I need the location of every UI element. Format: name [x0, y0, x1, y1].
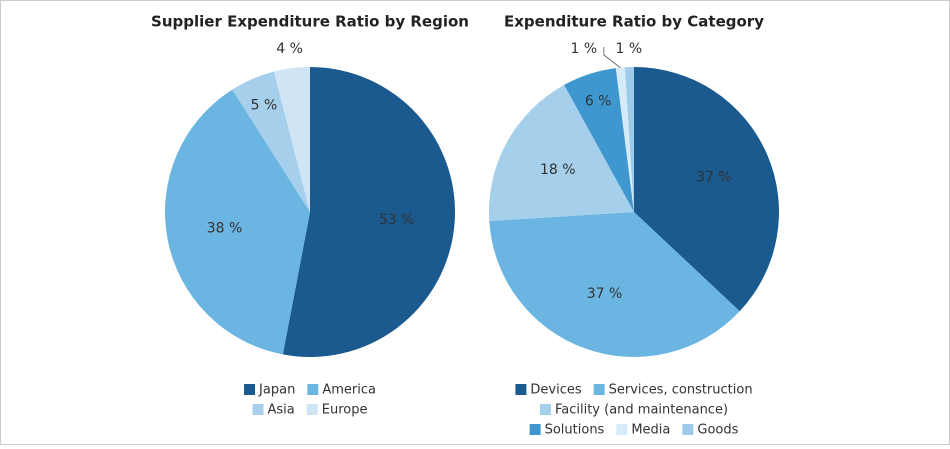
pie-slice: [164, 89, 310, 355]
pie-slice: [634, 67, 779, 312]
legend-label: Services, construction: [609, 383, 753, 398]
legend-item: Media: [616, 423, 670, 438]
data-label: 1 %: [616, 41, 643, 57]
legend-label: Devices: [530, 383, 581, 398]
legend-label: Solutions: [545, 423, 605, 438]
legend-swatch: [682, 424, 694, 435]
data-label: 37 %: [587, 286, 623, 302]
legend-swatch: [593, 384, 605, 395]
legend-item: America: [307, 383, 376, 398]
legend-label: America: [322, 383, 376, 398]
data-label: 18 %: [540, 162, 576, 178]
leader-line: [603, 47, 621, 68]
pie-slice: [564, 68, 634, 212]
data-label: 38 %: [207, 220, 243, 236]
chart-title: Supplier Expenditure Ratio by Region: [151, 13, 469, 31]
chart-title: Expenditure Ratio by Category: [504, 13, 764, 31]
pie-slice: [273, 67, 310, 212]
legend-swatch: [539, 404, 551, 415]
legend-item: Facility (and maintenance): [539, 403, 728, 418]
data-label: 4 %: [276, 41, 303, 57]
data-label: 37 %: [696, 169, 732, 185]
legend-swatch: [307, 384, 319, 395]
legend-label: Asia: [268, 403, 295, 418]
legend-item: Asia: [252, 403, 295, 418]
legend-label: Goods: [697, 423, 738, 438]
data-label: 5 %: [251, 98, 278, 114]
legend-item: Europe: [306, 403, 368, 418]
pie-slice: [282, 67, 456, 357]
legend-swatch: [616, 424, 628, 435]
legend-item: Goods: [682, 423, 739, 438]
legend-label: Japan: [258, 383, 295, 398]
pie-slice: [489, 84, 634, 222]
legend-label: Facility (and maintenance): [555, 403, 728, 418]
data-label: 6 %: [585, 94, 612, 110]
data-label: 53 %: [379, 212, 415, 228]
pie-slice: [624, 67, 634, 212]
legend-item: Services, construction: [593, 383, 753, 398]
legend-item: Japan: [244, 383, 295, 398]
legend-swatch: [515, 384, 527, 395]
legend-swatch: [252, 404, 264, 415]
legend-swatch: [306, 404, 318, 415]
legend-label: Europe: [322, 403, 368, 418]
legend-item: Devices: [515, 383, 582, 398]
legend-label: Media: [631, 423, 670, 438]
data-label: 1 %: [571, 41, 598, 57]
legend-swatch: [244, 384, 256, 395]
legend-item: Solutions: [529, 423, 605, 438]
legend-swatch: [529, 424, 541, 435]
pie-slice: [489, 212, 740, 358]
pie-slice: [615, 67, 634, 212]
pie-slice: [232, 71, 310, 212]
